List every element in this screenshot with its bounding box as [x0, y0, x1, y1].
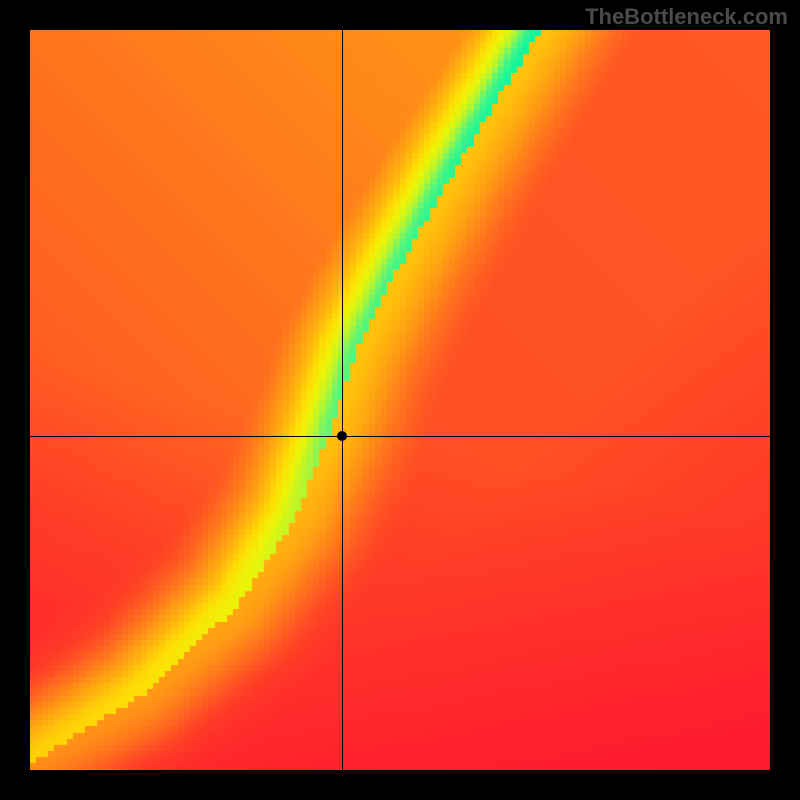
crosshair-horizontal: [30, 436, 770, 437]
plot-area: [30, 30, 770, 770]
intersection-marker: [337, 431, 347, 441]
crosshair-vertical: [342, 30, 343, 770]
heatmap-canvas: [30, 30, 770, 770]
watermark-text: TheBottleneck.com: [585, 4, 788, 30]
